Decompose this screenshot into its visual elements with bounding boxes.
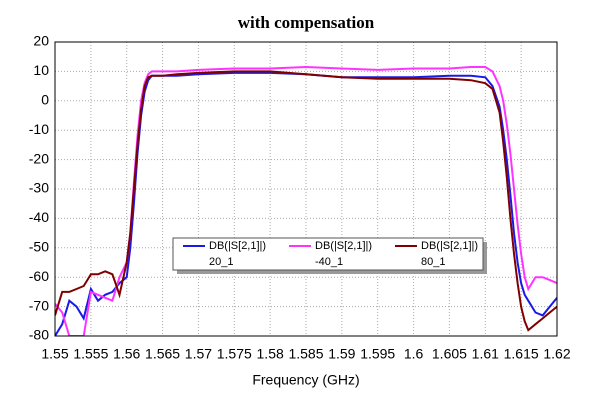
legend-sweep: -40_1 <box>315 256 343 268</box>
x-tick-label: 1.56 <box>113 346 140 362</box>
x-tick-label: 1.615 <box>504 346 539 362</box>
y-tick-label: -70 <box>29 297 49 313</box>
x-tick-label: 1.565 <box>145 346 180 362</box>
y-tick-label: 0 <box>41 92 49 108</box>
series-line <box>55 65 557 336</box>
y-tick-label: -20 <box>29 150 49 166</box>
y-tick-label: -60 <box>29 268 49 284</box>
y-tick-label: 20 <box>33 33 49 49</box>
x-tick-label: 1.575 <box>217 346 252 362</box>
x-tick-label: 1.555 <box>73 346 108 362</box>
chart-title: with compensation <box>238 13 375 32</box>
y-tick-label: -10 <box>29 121 49 137</box>
plot-frame <box>54 41 558 337</box>
y-tick-label: 10 <box>33 62 49 78</box>
x-tick-label: 1.605 <box>432 346 467 362</box>
legend-label: DB(|S[2,1]|) <box>209 240 266 252</box>
y-tick-label: -50 <box>29 239 49 255</box>
legend-sweep: 20_1 <box>209 256 233 268</box>
x-tick-label: 1.595 <box>360 346 395 362</box>
x-tick-label: 1.585 <box>288 346 323 362</box>
x-tick-label: 1.57 <box>185 346 212 362</box>
x-tick-label: 1.58 <box>257 346 284 362</box>
x-tick-label: 1.62 <box>543 346 570 362</box>
x-tick-label: 1.55 <box>41 346 68 362</box>
legend-label: DB(|S[2,1]|) <box>315 240 372 252</box>
legend-label: DB(|S[2,1]|) <box>421 240 478 252</box>
x-tick-label: 1.6 <box>404 346 424 362</box>
series-line <box>55 70 557 332</box>
y-tick-label: -40 <box>29 209 49 225</box>
y-tick-label: -80 <box>29 327 49 343</box>
legend-sweep: 80_1 <box>421 256 445 268</box>
legend-box <box>172 237 484 271</box>
series-line <box>55 71 557 336</box>
x-tick-label: 1.59 <box>328 346 355 362</box>
y-tick-label: -30 <box>29 180 49 196</box>
x-axis-label: Frequency (GHz) <box>252 372 359 388</box>
x-tick-label: 1.61 <box>472 346 499 362</box>
